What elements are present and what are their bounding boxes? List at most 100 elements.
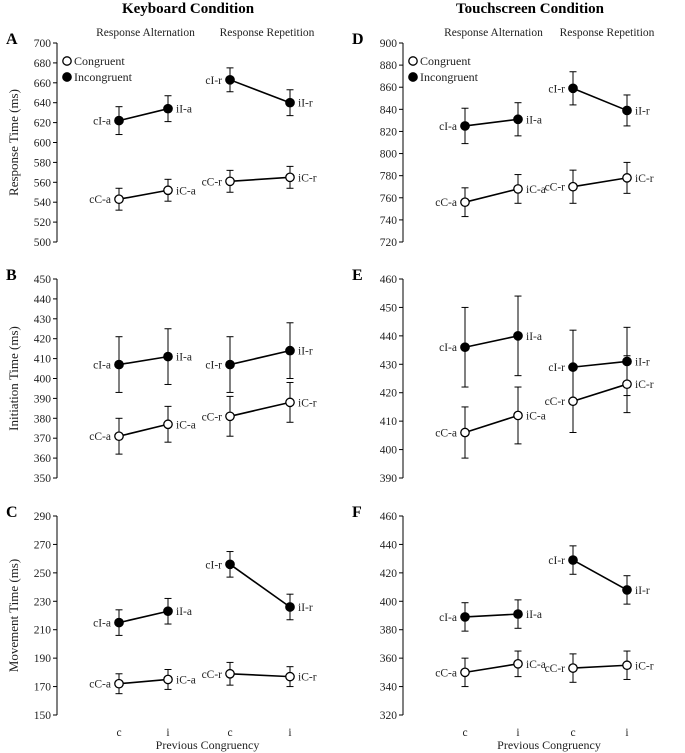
point-label: cC-a (435, 428, 457, 440)
data-point-congruent (225, 668, 235, 679)
point-label: cC-r (202, 669, 223, 681)
y-tick-label: 190 (34, 653, 52, 665)
y-tick-label: 560 (34, 177, 52, 189)
x-tick-label: i (288, 727, 291, 739)
y-tick-label: 580 (34, 157, 52, 169)
point-label: iC-a (526, 659, 546, 671)
legend-congruent-marker (62, 56, 72, 66)
data-point-congruent (622, 660, 632, 671)
y-tick-label: 740 (380, 215, 398, 227)
y-tick-label: 680 (34, 58, 52, 70)
panel-e: E 390 400 410 420 430 440 450 460 cI-a iI-a cI-r iI-… (352, 267, 654, 485)
y-tick-label: 420 (380, 568, 398, 580)
series-line-congruent (464, 663, 519, 674)
data-point-incongruent (285, 97, 295, 108)
series-line-congruent (229, 176, 291, 183)
point-label: iC-a (526, 184, 546, 196)
data-point-congruent (460, 427, 470, 438)
point-label: cI-a (93, 116, 111, 128)
point-label: cC-r (545, 663, 566, 675)
y-tick-label: 540 (34, 197, 52, 209)
data-point-congruent (622, 379, 632, 390)
y-tick-label: 720 (380, 237, 398, 249)
data-point-congruent (163, 419, 173, 430)
y-tick-label: 860 (380, 82, 398, 94)
data-point-incongruent (225, 359, 235, 370)
x-tick-label: c (462, 727, 467, 739)
y-tick-label: 520 (34, 217, 52, 229)
y-tick-label: 820 (380, 126, 398, 138)
data-point-congruent (568, 396, 578, 407)
series-line-congruent (229, 401, 291, 418)
panel-c: C 150 170 190 210 230 250 270 290 Movement Time (… (6, 504, 317, 752)
data-point-congruent (225, 176, 235, 187)
y-tick-label: 900 (380, 38, 398, 50)
series-line-incongruent (572, 360, 628, 368)
x-tick-label: c (227, 727, 232, 739)
legend-congruent-label: Congruent (420, 54, 471, 68)
series-line-incongruent (464, 613, 519, 618)
point-label: iI-r (635, 356, 650, 368)
series-line-incongruent (118, 610, 169, 624)
point-label: cI-r (548, 362, 565, 374)
panel-letter: F (352, 504, 362, 521)
data-point-incongruent (285, 602, 295, 612)
data-point-incongruent (163, 606, 173, 617)
y-tick-label: 800 (380, 149, 398, 161)
point-label: cI-a (93, 618, 111, 630)
y-tick-label: 880 (380, 60, 398, 72)
y-tick-label: 620 (34, 118, 52, 130)
keyboard-title: Keyboard Condition (122, 1, 255, 17)
point-label: iC-a (176, 419, 196, 431)
y-tick-label: 380 (34, 413, 52, 425)
y-tick-label: 420 (380, 388, 398, 400)
data-point-congruent (114, 194, 124, 205)
y-tick-label: 600 (34, 138, 52, 150)
data-point-congruent (285, 172, 295, 183)
y-tick-label: 270 (34, 539, 52, 551)
series-line-incongruent (464, 118, 519, 127)
data-point-congruent (568, 663, 578, 673)
data-point-incongruent (460, 612, 470, 622)
data-point-congruent (460, 667, 470, 678)
y-tick-label: 360 (34, 453, 52, 465)
data-point-congruent (513, 410, 523, 421)
y-tick-label: 430 (380, 359, 398, 371)
y-tick-label: 660 (34, 78, 52, 90)
data-point-incongruent (114, 617, 124, 628)
legend-incongruent-label: Incongruent (74, 70, 133, 84)
point-label: iI-r (635, 585, 650, 597)
point-label: iI-a (526, 114, 542, 126)
y-tick-label: 380 (380, 625, 398, 637)
point-label: iI-a (176, 352, 192, 364)
y-tick-label: 320 (380, 710, 398, 722)
segment-label-alternation: Response Alternation (444, 27, 543, 39)
y-tick-label: 760 (380, 193, 398, 205)
legend-congruent-label: Congruent (74, 54, 125, 68)
segment-label-repetition: Response Repetition (560, 27, 655, 39)
panel-letter: A (6, 31, 18, 48)
y-tick-label: 250 (34, 568, 52, 580)
legend-congruent-marker (408, 56, 418, 66)
point-label: cC-a (89, 431, 111, 443)
series-line-congruent (118, 189, 169, 201)
data-point-incongruent (114, 359, 124, 370)
y-tick-label: 450 (380, 302, 398, 314)
panel-b: B 350 360 370 380 390 400 410 420 430 440 450 Initia… (6, 267, 317, 485)
data-point-incongruent (568, 555, 578, 565)
panel-a: A 500 520 540 560 580 600 620 640 660 680 700 Respon… (6, 27, 317, 249)
data-point-congruent (513, 184, 523, 194)
y-tick-label: 410 (380, 416, 398, 428)
y-tick-label: 360 (380, 653, 398, 665)
y-tick-label: 460 (380, 274, 398, 286)
data-point-incongruent (622, 105, 632, 116)
point-label: cC-a (89, 679, 111, 691)
series-line-congruent (572, 664, 628, 669)
point-label: iC-a (526, 410, 546, 422)
point-label: cI-a (439, 121, 457, 133)
y-tick-label: 170 (34, 682, 52, 694)
data-point-incongruent (163, 351, 173, 362)
y-tick-label: 400 (380, 596, 398, 608)
data-point-incongruent (460, 121, 470, 131)
